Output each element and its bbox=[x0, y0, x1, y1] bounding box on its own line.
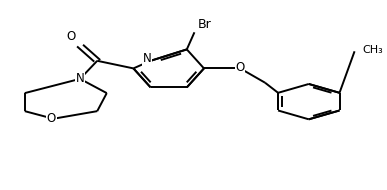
Text: O: O bbox=[47, 112, 56, 125]
Text: O: O bbox=[236, 61, 245, 74]
Text: N: N bbox=[76, 72, 84, 85]
Text: Br: Br bbox=[197, 18, 211, 31]
Text: O: O bbox=[66, 30, 75, 43]
Text: CH₃: CH₃ bbox=[362, 45, 383, 55]
Text: N: N bbox=[142, 52, 151, 65]
